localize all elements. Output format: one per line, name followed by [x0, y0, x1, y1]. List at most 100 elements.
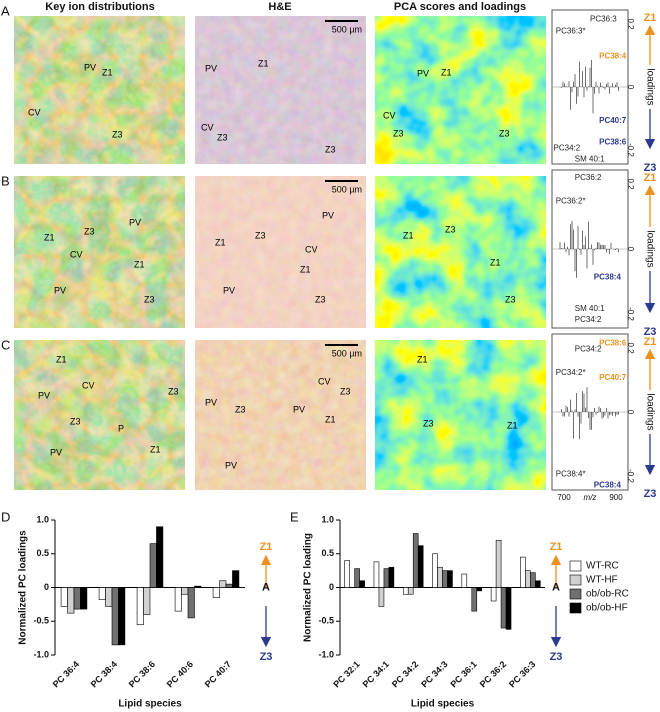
bar: [105, 587, 113, 607]
zone-label: Z3: [445, 224, 456, 234]
zone-label: PV: [225, 460, 237, 470]
zone-label: Z1: [403, 230, 414, 240]
legend-swatch: [569, 602, 582, 614]
zone-label: CV: [70, 249, 83, 259]
y-axis-title: Normalized PC loadings: [18, 530, 29, 645]
he-image: [194, 15, 367, 165]
zone-label: Z3: [505, 294, 516, 304]
bar: [156, 526, 164, 588]
panel-letter: D: [1, 509, 10, 524]
bar: [383, 568, 390, 588]
y-tick-label: -0.5: [33, 616, 49, 626]
loadings-tick: 0.2: [626, 178, 635, 190]
bar: [500, 587, 507, 629]
zone-label: Z1: [490, 257, 501, 267]
zone-label: Z1: [507, 420, 518, 430]
zone-label: Z1: [102, 67, 113, 77]
zone-label: PV: [293, 404, 305, 414]
peak-label: PC36:2: [575, 173, 602, 182]
y-tick-label: 0.5: [36, 548, 49, 558]
bar: [354, 568, 360, 588]
side-z1: Z1: [260, 541, 273, 553]
bar: [388, 566, 395, 588]
bar: [80, 587, 88, 610]
zone-label: CV: [28, 107, 41, 117]
zone-label: Z3: [325, 144, 336, 154]
peak-label: PC34:2*: [556, 368, 586, 377]
side-z3: Z3: [644, 162, 657, 174]
peak-label: PC34:2: [575, 345, 602, 354]
he-image: [194, 339, 367, 491]
bar: [98, 587, 106, 600]
bar: [442, 570, 448, 588]
zone-label: PV: [38, 390, 50, 400]
legend-swatch: [569, 574, 582, 586]
zone-label: Z3: [423, 418, 434, 428]
pca-image: [374, 175, 547, 329]
side-mid: loadings: [644, 68, 655, 105]
peak-label: PC40:7: [599, 116, 627, 125]
y-tick-label: 1.0: [321, 514, 334, 524]
bar: [174, 587, 182, 612]
x-tick-label: PC 36:4: [51, 659, 81, 689]
zone-label: PV: [205, 397, 217, 407]
bar: [212, 587, 220, 598]
side-mid: A: [262, 581, 270, 593]
bar: [525, 570, 531, 588]
x-tick-label: PC 34:2: [390, 659, 420, 689]
bar: [432, 553, 438, 588]
bar: [471, 587, 478, 612]
zone-label: Z1: [150, 444, 161, 454]
loadings-tick: 0.2: [626, 342, 635, 354]
bar: [520, 556, 526, 588]
legend-label: WT-HF: [586, 575, 618, 586]
x-axis-title: Lipid species: [118, 699, 182, 710]
x-tick-label: PC 36:2: [478, 659, 508, 689]
peak-label: PC38:4: [594, 480, 622, 489]
legend-swatch: [569, 560, 582, 572]
zone-label: PV: [417, 68, 429, 78]
peak-label: PC38:4*: [556, 470, 586, 479]
zone-label: Z3: [217, 132, 228, 142]
bar: [143, 587, 151, 615]
ion-image: [13, 339, 186, 491]
column-header: PCA scores and loadings: [394, 1, 526, 13]
peak-label: PC36:2*: [556, 197, 586, 206]
peak-label: PC36:3: [590, 14, 617, 23]
bar: [402, 587, 409, 595]
zone-label: Z3: [84, 226, 95, 236]
zone-label: CV: [305, 244, 318, 254]
peak-label: PC38:6: [599, 138, 627, 147]
zone-label: Z3: [255, 230, 266, 240]
zone-label: Z3: [315, 294, 326, 304]
zone-label: Z1: [325, 414, 336, 424]
zone-label: Z1: [441, 67, 452, 77]
zone-label: Z1: [56, 354, 67, 364]
zone-label: PV: [54, 285, 66, 295]
side-z1: Z1: [644, 172, 657, 184]
zone-label: PV: [84, 62, 96, 72]
bar: [73, 587, 81, 610]
loadings-spectrum: [559, 60, 619, 114]
x-axis-title: Lipid species: [411, 699, 475, 710]
peak-label: PC38:6: [599, 338, 627, 347]
zone-label: Z3: [144, 294, 155, 304]
bar: [476, 587, 483, 592]
bar: [417, 545, 424, 588]
panel-letter: B: [1, 173, 10, 188]
column-header: Key ion distributions: [45, 1, 154, 13]
bar: [461, 573, 468, 588]
legend-label: WT-RC: [586, 561, 619, 572]
panel-letter: E: [290, 509, 299, 524]
scale-label: 500 µm: [332, 348, 362, 358]
zone-label: Z1: [134, 259, 145, 269]
pca-image: [374, 339, 547, 491]
panel-letter: A: [1, 3, 10, 18]
zone-label: PV: [205, 63, 217, 73]
zone-label: CV: [318, 376, 331, 386]
x-tick-label: PC 36:3: [507, 659, 537, 689]
bar: [219, 580, 227, 588]
bar: [181, 587, 189, 595]
x-tick-label: PC 40:6: [165, 659, 195, 689]
loadings-tick: 0: [626, 410, 635, 415]
